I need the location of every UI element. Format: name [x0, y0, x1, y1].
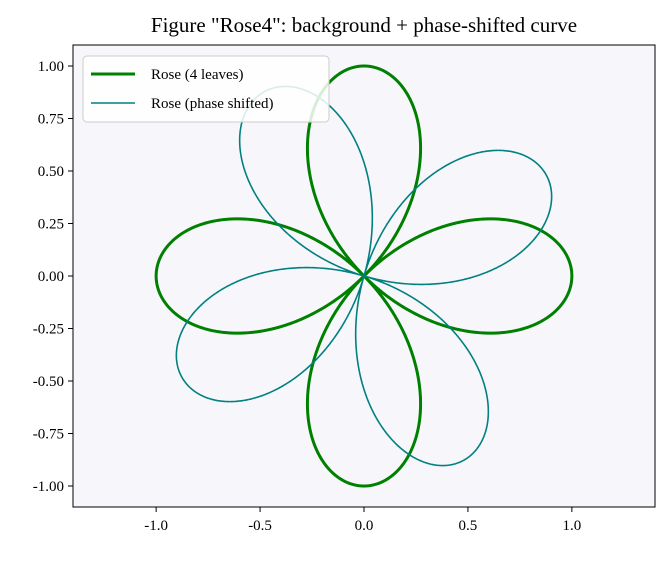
legend-label-2: Rose (phase shifted) [151, 96, 273, 112]
x-tick-label: 0.0 [355, 518, 374, 534]
y-tick-label: -0.50 [33, 374, 64, 390]
x-tick-label: -1.0 [144, 518, 168, 534]
y-tick-label: 0.00 [38, 269, 64, 285]
y-tick-label: 0.25 [38, 217, 64, 233]
y-axis: 1.00 0.75 0.50 0.25 0.00 -0.25 -0.50 -0.75 -1.00 [33, 59, 73, 495]
y-tick-label: 0.50 [38, 164, 64, 180]
series-line-1 [154, 64, 574, 488]
y-tick-label: -0.25 [33, 322, 64, 338]
y-tick-label: -0.75 [33, 427, 64, 443]
x-tick-label: 0.5 [459, 518, 478, 534]
x-tick-label: -0.5 [248, 518, 272, 534]
legend: Rose (4 leaves) Rose (phase shifted) [82, 55, 330, 123]
y-tick-label: 1.00 [38, 59, 64, 75]
legend-label-1: Rose (4 leaves) [151, 67, 243, 83]
legend-box [82, 55, 330, 123]
y-tick-label: 0.75 [38, 112, 64, 128]
x-tick-label: 1.0 [562, 518, 581, 534]
chart-title: Figure "Rose4": background + phase-shift… [151, 13, 577, 37]
y-tick-label: -1.00 [33, 479, 64, 495]
x-axis: -1.0 -0.5 0.0 0.5 1.0 [144, 507, 581, 534]
